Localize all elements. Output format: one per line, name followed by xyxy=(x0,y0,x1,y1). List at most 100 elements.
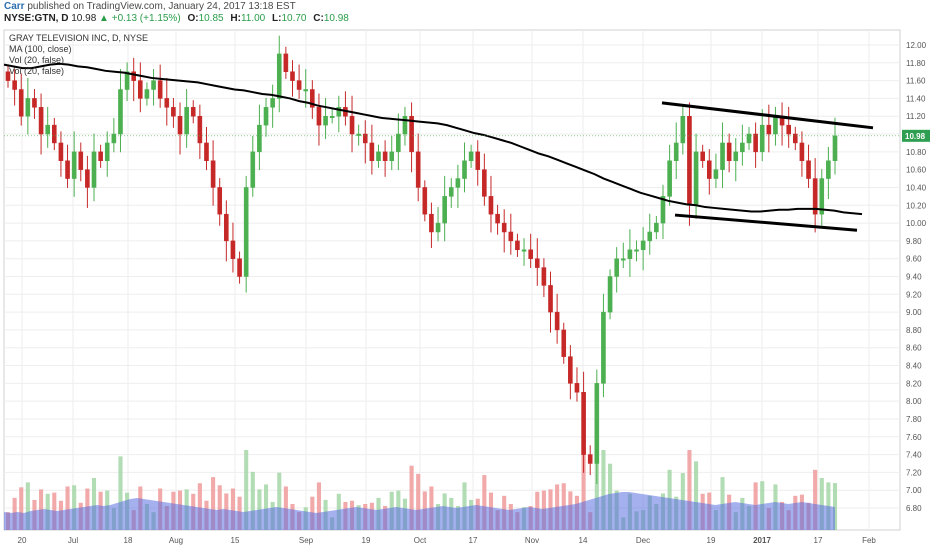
candle-body xyxy=(157,80,163,99)
candle-body xyxy=(819,178,825,215)
candle-body xyxy=(680,115,686,144)
volume-bar xyxy=(72,485,77,530)
volume-bar xyxy=(819,477,824,530)
volume-bar xyxy=(217,485,222,530)
candle-body xyxy=(144,89,150,99)
candle-body xyxy=(389,151,395,162)
price-tick-label: 11.80 xyxy=(906,59,926,68)
legend-vol-2[interactable]: Vol (20, false) xyxy=(9,66,65,76)
time-tick-label: Oct xyxy=(414,536,427,545)
candle-body xyxy=(501,222,507,233)
candle-body xyxy=(71,151,77,179)
candle-body xyxy=(508,231,514,242)
volume-bar xyxy=(409,465,414,530)
last-price-badge xyxy=(902,129,930,142)
author-link[interactable]: Carr xyxy=(4,1,25,12)
last-price: 10.98 xyxy=(71,13,97,24)
volume-bar xyxy=(832,483,838,530)
candle-body xyxy=(78,151,84,170)
price-tick-label: 7.20 xyxy=(906,468,922,477)
candle-body xyxy=(111,133,117,144)
candle-body xyxy=(746,133,752,144)
volume-bar xyxy=(416,473,421,530)
candle-body xyxy=(660,196,666,224)
candle-body xyxy=(316,107,322,126)
price-tick-label: 10.00 xyxy=(906,219,927,228)
candle-body xyxy=(620,258,626,261)
high-key: H: xyxy=(230,13,241,24)
candle-body xyxy=(369,142,375,161)
volume-bar xyxy=(462,482,467,530)
price-tick-label: 9.00 xyxy=(906,308,922,317)
candle-body xyxy=(740,142,745,153)
candle-body xyxy=(310,89,315,108)
candle-body xyxy=(290,71,295,81)
candle-body xyxy=(541,267,547,286)
candle-body xyxy=(382,151,388,162)
candle-body xyxy=(18,89,24,117)
open-key: O: xyxy=(187,13,199,24)
candle-body xyxy=(521,249,527,252)
candle-body xyxy=(171,107,176,117)
candle-body xyxy=(793,133,798,144)
candle-body xyxy=(5,71,11,81)
candle-body xyxy=(45,124,50,135)
volume-bar xyxy=(19,487,24,530)
volume-bar xyxy=(244,450,249,530)
candle-body xyxy=(58,142,64,161)
price-tick-label: 10.20 xyxy=(906,201,927,210)
candle-body xyxy=(296,80,302,90)
trend-lines xyxy=(661,101,874,232)
price-tick-label: 8.20 xyxy=(906,379,922,388)
candle-body xyxy=(243,187,249,277)
price-tick-label: 8.60 xyxy=(906,344,922,353)
candle-body xyxy=(197,115,203,144)
time-tick-label: 15 xyxy=(231,536,240,545)
volume-ma-fill xyxy=(4,492,835,530)
price-tick-label: 6.80 xyxy=(906,504,922,513)
time-tick-label: 20 xyxy=(18,536,27,545)
legend-vol-1[interactable]: Vol (20, false) xyxy=(9,55,65,65)
time-tick-label: 18 xyxy=(124,536,133,545)
candle-body xyxy=(568,356,573,384)
chart-grid xyxy=(3,29,901,531)
price-tick-label: 11.20 xyxy=(906,112,926,121)
volume-bar xyxy=(687,450,692,530)
symbol-label: NYSE:GTN, D xyxy=(4,13,69,24)
time-tick-label: Aug xyxy=(169,536,183,545)
time-axis: 20 Jul 18 Aug 15 Sep 19 Oct 17 Nov 14 Dec 19 2017 17 Fe… xyxy=(18,536,877,545)
candle-body xyxy=(276,53,282,99)
candle-body xyxy=(217,187,223,215)
candle-body xyxy=(733,151,739,162)
candle-body xyxy=(594,383,600,464)
candle-body xyxy=(495,213,500,224)
candle-body xyxy=(561,329,567,357)
volume-bar xyxy=(694,461,699,530)
time-tick-label: Feb xyxy=(862,536,876,545)
candle-body xyxy=(654,222,659,233)
legend-ma[interactable]: MA (100, close) xyxy=(9,44,72,54)
close-value: 10.98 xyxy=(323,13,349,24)
candle-body xyxy=(415,151,421,188)
price-tick-label: 10.40 xyxy=(906,183,927,192)
candle-body xyxy=(190,107,196,117)
candle-body xyxy=(488,196,494,215)
publish-header: Carr published on TradingView.com, Janua… xyxy=(4,1,296,12)
candle-body xyxy=(303,89,309,92)
candle-body xyxy=(812,178,818,215)
candle-body xyxy=(627,249,633,259)
candle-body xyxy=(799,142,805,161)
close-key: C: xyxy=(313,13,324,24)
last-price-badge-text: 10.98 xyxy=(905,132,926,141)
candle-body xyxy=(726,142,732,161)
candle-body xyxy=(515,240,520,251)
volume-ma-area xyxy=(4,492,835,530)
candle-body xyxy=(753,133,758,153)
price-tick-label: 9.80 xyxy=(906,237,922,246)
candle-body xyxy=(25,98,31,117)
candle-body xyxy=(455,178,461,188)
candle-body xyxy=(607,276,613,313)
candle-body xyxy=(554,311,560,331)
candle-body xyxy=(177,115,183,135)
